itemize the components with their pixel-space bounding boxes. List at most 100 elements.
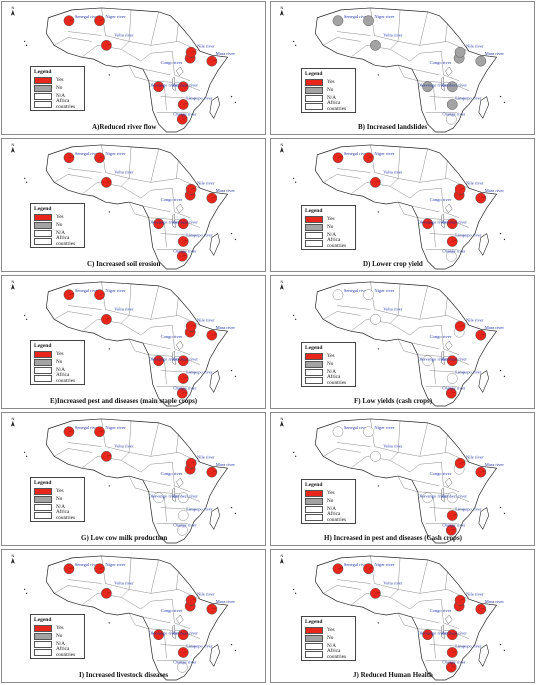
legend-label: Yes: [56, 488, 64, 494]
legend-swatch: [34, 100, 52, 108]
river-status-pie: [370, 39, 381, 51]
legend-label: No: [327, 361, 334, 367]
island-dot: [377, 211, 380, 213]
pie-slice-edge: [375, 180, 381, 183]
north-arrow-icon: N: [10, 142, 15, 153]
legend-label: No: [327, 224, 334, 230]
river-status-pie: [177, 492, 189, 504]
river-label: Limpopo river: [186, 507, 213, 512]
country-border: [441, 462, 460, 492]
river-label: Volta river: [383, 32, 403, 37]
river-status-pie: [475, 192, 487, 204]
legend-label: No: [56, 633, 63, 639]
river-label: Nile river: [466, 43, 484, 48]
country-border: [441, 599, 460, 629]
pie-slice-edge: [158, 85, 164, 87]
panel-caption: G) Low cow milk production: [81, 534, 168, 542]
island-dot: [292, 314, 295, 317]
pie-slice-edge: [368, 156, 374, 158]
river-label: Orange river: [442, 522, 465, 527]
country-border: [54, 174, 92, 183]
river-label: Volta river: [114, 580, 134, 585]
island-dot: [23, 177, 26, 180]
north-label: N: [11, 142, 14, 147]
legend-row-yes: Yes: [305, 489, 352, 497]
legend-swatch: [305, 650, 323, 658]
lake-outline: [445, 614, 453, 625]
pie-slice-edge: [451, 391, 457, 394]
pie-slice-edge: [106, 180, 112, 183]
country-border: [164, 634, 167, 659]
river-label: Volta river: [383, 580, 403, 585]
pie-slice-edge: [68, 19, 74, 21]
pie-slice-edge: [190, 604, 196, 607]
pie-slice-edge: [183, 222, 189, 224]
river-label: Limpopo river: [186, 233, 213, 238]
legend-label: Africa countries: [56, 98, 76, 110]
river-status-pie: [332, 426, 344, 438]
island-dot: [503, 238, 506, 241]
legend-swatch: [34, 624, 52, 632]
country-border: [164, 223, 167, 248]
river-label: Senegal river: [344, 562, 368, 567]
country-border: [390, 323, 442, 336]
legend-swatch: [34, 495, 52, 503]
africa-map: N Senegal river Niger river Volta river Cong…: [10, 553, 237, 681]
river-label: Congo river: [161, 608, 183, 613]
map-panel: N Senegal river Niger river Volta river Cong…: [1, 138, 266, 272]
country-border: [429, 644, 466, 647]
river-label: Volta river: [114, 32, 134, 37]
country-border: [397, 475, 418, 492]
country-border: [350, 593, 391, 606]
island-dot: [234, 375, 237, 378]
island-dot: [23, 314, 26, 317]
country-border: [121, 597, 173, 610]
river-label: Okavango river: [149, 83, 178, 88]
river-label: Limpopo river: [186, 370, 213, 375]
country-border: [150, 11, 159, 46]
river-status-pie: [446, 492, 458, 504]
legend-title: Legend: [305, 71, 323, 77]
pie-slice-edge: [459, 604, 465, 607]
legend-row-na: N/A: [34, 503, 81, 511]
map-panel: N Senegal river Niger river Volta river Cong…: [1, 1, 266, 135]
map-panel: N Senegal river Niger river Volta river Cong…: [1, 549, 266, 683]
country-border: [445, 297, 448, 316]
river-label: Limpopo river: [186, 644, 213, 649]
river-label: Mara river: [485, 188, 505, 193]
country-border: [336, 579, 371, 584]
pie-slice-edge: [106, 454, 112, 457]
country-border: [105, 35, 151, 46]
country-border: [374, 583, 420, 594]
island-dot: [294, 455, 297, 458]
river-label: Mara river: [485, 51, 505, 56]
legend-row-na: N/A: [305, 231, 352, 239]
river-status-pie: [445, 250, 457, 262]
pie-slice-edge: [68, 156, 74, 158]
legend-label: No: [327, 87, 334, 93]
country-border: [164, 360, 167, 385]
country-border: [176, 23, 179, 42]
madagascar-outline: [478, 233, 490, 256]
river-label: Niger river: [374, 425, 394, 430]
legend-swatch: [305, 513, 323, 521]
river-status-pie: [63, 289, 75, 301]
country-border: [54, 311, 92, 320]
river-label: Nile river: [197, 454, 215, 459]
island-dot: [23, 40, 26, 43]
legend-label: N/A: [56, 641, 65, 647]
river-label: Congo river: [430, 60, 452, 65]
island-dot: [292, 177, 295, 180]
map-legend: Legend Yes No N/A Africa countries: [301, 342, 356, 387]
legend-label: N/A: [327, 232, 336, 238]
country-border: [176, 434, 179, 453]
country-border: [150, 559, 159, 594]
legend-swatch: [305, 360, 323, 368]
river-label: Volta river: [383, 443, 403, 448]
madagascar-outline: [478, 96, 490, 119]
legend-swatch: [34, 374, 52, 382]
river-label: Congo river: [430, 471, 452, 476]
river-status-pie: [422, 355, 433, 367]
country-border: [160, 370, 197, 373]
legend-label: Yes: [56, 77, 64, 83]
